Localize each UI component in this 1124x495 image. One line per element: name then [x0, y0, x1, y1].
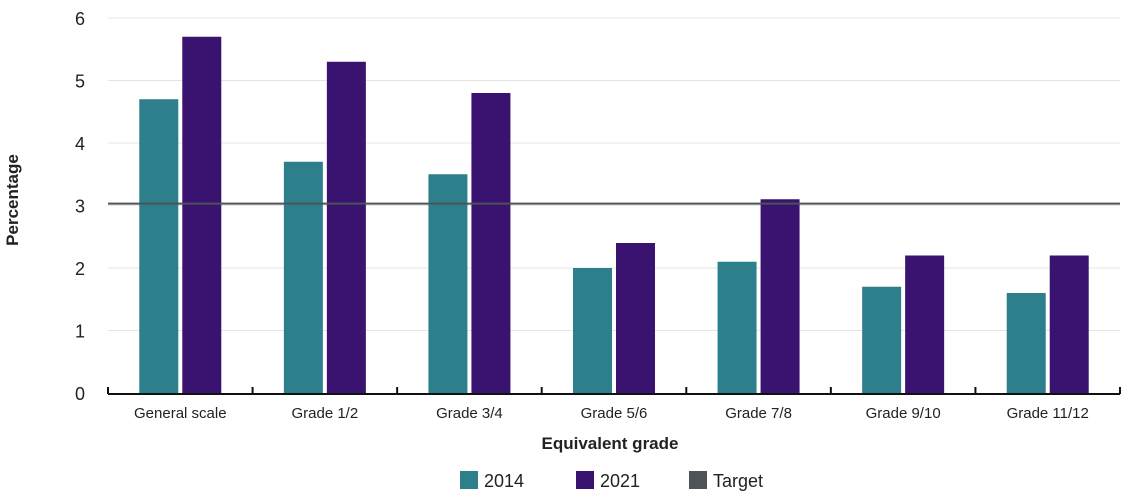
x-tick-label: General scale — [134, 405, 227, 422]
y-tick-label: 4 — [75, 134, 85, 154]
gridlines — [108, 17, 1120, 331]
bar-2014-4 — [573, 268, 612, 393]
legend-swatch-target — [689, 471, 707, 489]
y-axis-title: Percentage — [3, 154, 22, 246]
bar-2021-4 — [616, 243, 655, 393]
bar-2021-7 — [1049, 255, 1089, 393]
y-axis-ticks: 0 1 2 3 4 5 6 — [75, 9, 85, 404]
x-tick-label: Grade 3/4 — [436, 405, 503, 422]
x-axis-title: Equivalent grade — [542, 434, 679, 453]
legend-label-target: Target — [713, 471, 763, 491]
x-tick-label: Grade 11/12 — [1007, 405, 1089, 422]
y-tick-label: 6 — [75, 9, 85, 29]
x-tick-label: Grade 5/6 — [581, 405, 648, 422]
bar-2021-6 — [905, 255, 945, 393]
bar-2014-5 — [717, 261, 757, 393]
legend: 2014 2021 Target — [460, 471, 763, 491]
y-tick-label: 0 — [75, 384, 85, 404]
bars — [139, 36, 1089, 393]
x-tick-label: Grade 9/10 — [866, 405, 941, 422]
bar-2021-1 — [182, 36, 222, 393]
bar-2021-2 — [326, 61, 366, 393]
legend-swatch-2014 — [460, 471, 478, 489]
legend-label-2014: 2014 — [484, 471, 524, 491]
y-tick-label: 1 — [75, 322, 85, 342]
x-tick-label: Grade 1/2 — [291, 405, 358, 422]
y-tick-label: 3 — [75, 197, 85, 217]
bar-2014-1 — [139, 99, 179, 393]
bar-2014-3 — [428, 174, 468, 393]
bar-2021-3 — [471, 93, 511, 393]
x-tick-label: Grade 7/8 — [725, 405, 792, 422]
legend-swatch-2021 — [576, 471, 594, 489]
legend-label-2021: 2021 — [600, 471, 640, 491]
x-axis — [107, 387, 1121, 395]
y-tick-label: 2 — [75, 259, 85, 279]
x-axis-ticks: General scale Grade 1/2 Grade 3/4 Grade 5/6… — [134, 405, 1089, 422]
bar-2014-7 — [1006, 293, 1046, 393]
y-tick-label: 5 — [75, 72, 85, 92]
bar-2014-2 — [283, 161, 323, 393]
bar-2021-5 — [760, 199, 800, 393]
bar-2014-6 — [862, 286, 902, 393]
